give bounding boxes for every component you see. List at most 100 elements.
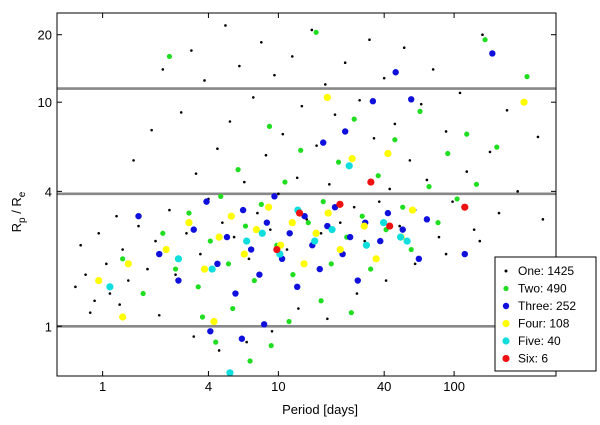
point-s0-56 (352, 205, 356, 209)
point-s1-48 (318, 298, 324, 304)
point-s0-7 (115, 214, 118, 218)
point-s1-30 (400, 204, 406, 210)
point-s2-31 (415, 255, 423, 263)
point-s2-37 (260, 321, 268, 328)
point-s0-29 (228, 120, 232, 123)
point-s3-4 (200, 265, 209, 273)
point-s0-48 (315, 144, 318, 147)
point-s1-29 (392, 137, 398, 143)
legend-label-2: Three: 252 (518, 299, 576, 313)
point-s0-82 (516, 190, 519, 193)
point-s1-0 (120, 256, 126, 262)
x-tick-label-1: 4 (205, 379, 212, 394)
legend-label-0: One: 1425 (518, 264, 574, 278)
point-s2-16 (301, 212, 308, 220)
point-s4-0 (106, 283, 114, 291)
point-s3-22 (323, 93, 331, 102)
point-s1-22 (335, 159, 342, 165)
point-s2-18 (316, 265, 323, 273)
point-s2-29 (399, 226, 406, 233)
point-s0-22 (199, 252, 202, 256)
point-s2-35 (207, 328, 214, 335)
point-s1-45 (199, 314, 206, 320)
point-s0-12 (146, 267, 149, 271)
point-s1-46 (230, 305, 236, 312)
point-s4-11 (362, 241, 371, 249)
point-s0-84 (536, 135, 540, 139)
data-points (74, 24, 545, 377)
point-s5-4 (386, 222, 394, 230)
point-s0-10 (132, 159, 135, 162)
point-s0-43 (290, 55, 294, 58)
point-s1-4 (186, 210, 192, 216)
point-s1-37 (464, 131, 470, 137)
point-s0-51 (328, 183, 331, 186)
y-axis-label-sub-e: e (17, 191, 28, 197)
point-s4-4 (243, 237, 251, 245)
point-s1-24 (351, 116, 357, 122)
point-s4-14 (403, 237, 411, 245)
point-s0-0 (74, 285, 77, 289)
point-s2-27 (384, 209, 392, 217)
point-s1-15 (282, 179, 288, 185)
legend-label-3: Four: 108 (518, 317, 570, 331)
point-s1-13 (266, 123, 273, 129)
point-s3-1 (124, 260, 132, 268)
point-s0-87 (157, 313, 161, 317)
y-tick-label-1: 4 (45, 184, 52, 199)
point-s0-15 (161, 68, 165, 71)
point-s2-36 (238, 335, 246, 342)
point-s0-32 (243, 180, 246, 184)
point-s4-13 (396, 233, 405, 241)
point-s5-0 (273, 245, 281, 254)
point-s4-9 (328, 226, 336, 234)
point-s1-25 (359, 213, 365, 219)
legend-marker-2 (502, 302, 510, 310)
point-s1-17 (298, 147, 304, 153)
point-s2-8 (239, 206, 247, 214)
point-s0-18 (179, 111, 183, 114)
point-s2-15 (294, 283, 301, 291)
point-s0-67 (408, 159, 412, 162)
point-s0-36 (260, 41, 263, 44)
point-s0-74 (451, 200, 454, 203)
point-s2-30 (408, 96, 415, 103)
point-s0-44 (295, 176, 299, 180)
point-s1-26 (368, 266, 374, 272)
point-s2-28 (392, 69, 399, 76)
point-s2-26 (377, 237, 384, 245)
legend-marker-5 (502, 354, 510, 363)
point-s1-39 (482, 37, 488, 43)
point-s0-76 (465, 170, 469, 173)
point-s0-81 (505, 108, 509, 112)
point-s3-5 (215, 233, 223, 241)
point-s1-8 (225, 261, 232, 267)
point-s3-13 (312, 229, 320, 237)
point-s0-57 (358, 98, 361, 102)
point-s2-10 (256, 271, 263, 278)
point-s2-25 (369, 98, 377, 105)
point-s0-95 (384, 279, 388, 282)
point-s2-11 (263, 219, 271, 226)
legend: One: 1425 Two: 490 Three: 252 Four: 108 Five… (494, 256, 597, 372)
point-s1-11 (251, 277, 257, 284)
point-s3-25 (520, 98, 528, 106)
y-tick-label-2: 10 (38, 95, 52, 110)
point-s5-5 (461, 203, 469, 211)
point-s5-3 (367, 178, 375, 186)
point-s1-9 (235, 167, 241, 173)
point-s0-100 (541, 218, 545, 221)
point-s2-32 (423, 216, 431, 223)
point-s0-37 (264, 153, 268, 157)
point-s2-0 (135, 212, 142, 220)
point-s0-96 (413, 262, 417, 266)
point-s2-1 (156, 250, 163, 258)
x-tick-labels: 1 4 10 40 100 (99, 379, 465, 394)
x-tick-label-2: 10 (271, 379, 285, 394)
point-s2-22 (346, 233, 354, 241)
point-s1-6 (207, 238, 213, 244)
point-s1-16 (290, 272, 296, 278)
point-s0-2 (84, 273, 87, 276)
point-s3-11 (288, 219, 296, 227)
point-s0-54 (343, 61, 347, 65)
